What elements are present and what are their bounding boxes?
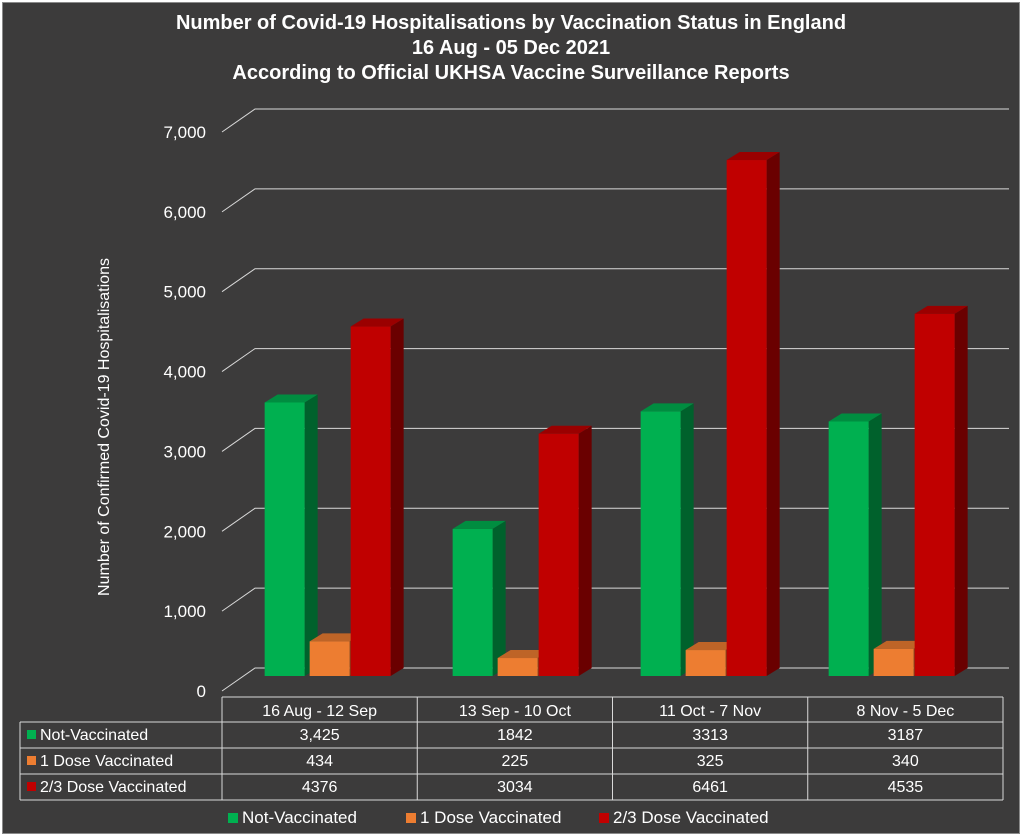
bar-top: [726, 152, 780, 161]
bar-top: [309, 633, 363, 642]
bar-2-3-dose-vaccinated: [538, 425, 592, 676]
gridline: [221, 348, 1009, 372]
table-legend-key: [27, 730, 36, 739]
chart-svg: Number of Covid-19 Hospitalisations by V…: [19, 12, 1009, 827]
data-label: 1842: [497, 727, 533, 744]
gridline: [221, 427, 1009, 452]
table-series-name: Not-Vaccinated: [40, 727, 148, 744]
data-label: 3034: [497, 779, 533, 796]
data-table: 16 Aug - 12 Sep 13 Sep - 10 Oct 11 Oct - 7…: [19, 696, 1004, 801]
data-label: 225: [502, 753, 529, 770]
gridline: [221, 268, 1009, 293]
bar-front: [538, 433, 579, 676]
bar-top: [538, 425, 592, 434]
legend-label: Not-Vaccinated: [242, 808, 357, 827]
y-tick-label: 1,000: [163, 602, 206, 621]
bar-front: [264, 402, 305, 676]
y-tick-label: 5,000: [163, 283, 206, 302]
bar-side: [390, 318, 404, 676]
x-tick-label: 13 Sep - 10 Oct: [459, 703, 572, 720]
legend-item: Not-Vaccinated: [228, 808, 357, 827]
bar-side: [954, 305, 968, 676]
table-series-name: 2/3 Dose Vaccinated: [40, 779, 186, 796]
chart-title-line: Number of Covid-19 Hospitalisations by V…: [176, 12, 846, 34]
bar-top: [640, 403, 694, 412]
legend-key: [228, 813, 238, 823]
gridlines: [221, 108, 1009, 692]
bar-top: [497, 650, 551, 659]
y-axis-ticks: 0 1,000 2,000 3,000 4,000 5,000 6,000 7,000: [163, 123, 206, 701]
bar-front: [726, 160, 767, 677]
bar-side: [492, 520, 506, 676]
chart-title: Number of Covid-19 Hospitalisations by V…: [176, 12, 846, 84]
y-axis-label-group: Number of Confirmed Covid-19 Hospitalisa…: [96, 258, 113, 596]
bar-front: [350, 326, 391, 676]
bar-top: [914, 305, 968, 314]
bar-top: [350, 318, 404, 327]
bar-side: [766, 152, 780, 677]
bar-2-3-dose-vaccinated: [914, 305, 968, 676]
bar-top: [828, 413, 882, 422]
bar-top: [685, 642, 739, 651]
data-label: 3187: [888, 727, 924, 744]
gridline: [221, 108, 1009, 133]
data-label: 3,425: [300, 727, 340, 744]
gridline: [221, 507, 1009, 532]
y-tick-label: 7,000: [163, 123, 206, 142]
bar-top: [452, 520, 506, 529]
y-tick-label: 0: [197, 682, 206, 701]
gridline: [221, 188, 1009, 213]
bar-not-vaccinated: [640, 403, 694, 676]
data-label: 4376: [302, 779, 338, 796]
bar-not-vaccinated: [828, 413, 882, 676]
table-legend-key: [27, 782, 36, 791]
bar-side: [680, 403, 694, 676]
bar-top: [264, 394, 318, 403]
y-tick-label: 6,000: [163, 203, 206, 222]
bar-front: [828, 421, 869, 676]
bar-2-3-dose-vaccinated: [350, 318, 404, 676]
x-tick-label: 11 Oct - 7 Nov: [659, 703, 761, 720]
bar-side: [868, 413, 882, 676]
bar-front: [640, 411, 681, 676]
data-label: 325: [697, 753, 724, 770]
y-tick-label: 3,000: [163, 442, 206, 461]
y-axis-label: Number of Confirmed Covid-19 Hospitalisa…: [96, 258, 113, 596]
x-tick-label: 16 Aug - 12 Sep: [262, 703, 377, 720]
table-series-name: 1 Dose Vaccinated: [40, 753, 173, 770]
bar-front: [452, 528, 493, 676]
bar-side: [578, 425, 592, 676]
data-label: 340: [892, 753, 919, 770]
bars: [264, 152, 968, 677]
x-tick-label: 8 Nov - 5 Dec: [856, 703, 954, 720]
bar-front: [914, 313, 955, 676]
chart-title-line: 16 Aug - 05 Dec 2021: [412, 37, 610, 59]
legend: Not-Vaccinated 1 Dose Vaccinated 2/3 Dose …: [228, 808, 769, 827]
legend-key: [599, 813, 609, 823]
y-tick-label: 2,000: [163, 522, 206, 541]
bar-front: [685, 650, 726, 676]
bar-front: [497, 658, 538, 676]
bar-front: [873, 648, 914, 676]
bar-side: [304, 394, 318, 676]
legend-label: 1 Dose Vaccinated: [420, 808, 561, 827]
bar-2-3-dose-vaccinated: [726, 152, 780, 677]
legend-item: 2/3 Dose Vaccinated: [599, 808, 769, 827]
data-label: 3313: [692, 727, 728, 744]
y-tick-label: 4,000: [163, 363, 206, 382]
data-label: 4535: [888, 779, 924, 796]
table-legend-key: [27, 756, 36, 765]
bar-not-vaccinated: [452, 520, 506, 676]
legend-item: 1 Dose Vaccinated: [406, 808, 561, 827]
bar-top: [873, 640, 927, 649]
legend-key: [406, 813, 416, 823]
legend-label: 2/3 Dose Vaccinated: [613, 808, 769, 827]
data-label: 6461: [692, 779, 728, 796]
gridline: [221, 587, 1009, 612]
chart-title-line: According to Official UKHSA Vaccine Surv…: [232, 62, 789, 84]
bar-not-vaccinated: [264, 394, 318, 676]
data-label: 434: [306, 753, 333, 770]
bar-front: [309, 641, 350, 676]
